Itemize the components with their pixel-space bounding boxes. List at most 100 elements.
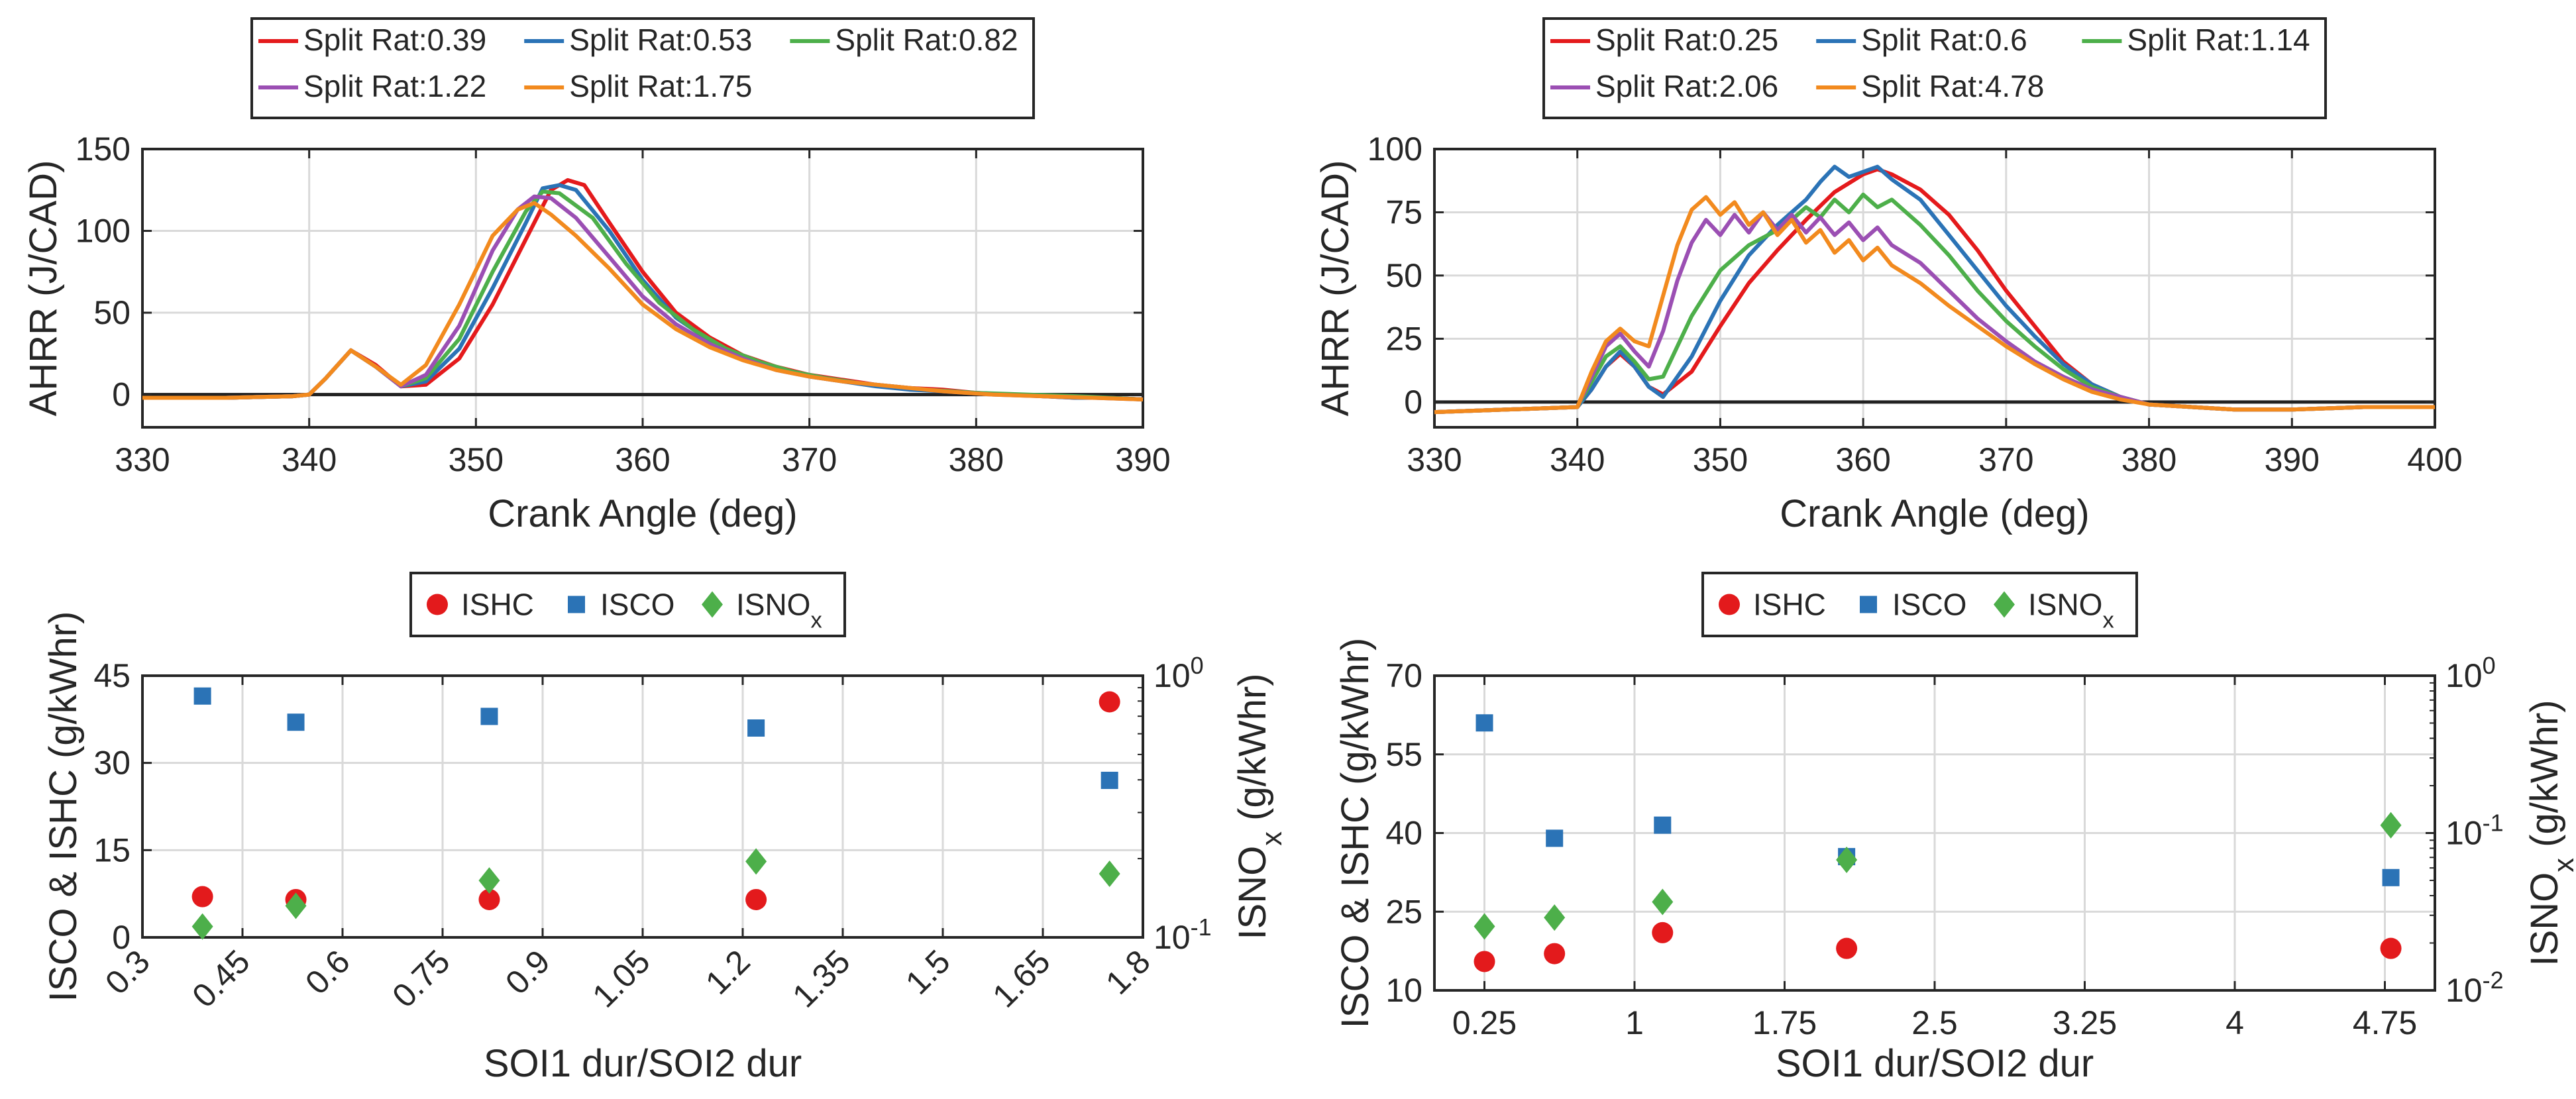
chart-b: 330 340 350 360 370 380 390 400 0 25 50 75 100 Crank … [1314, 17, 2463, 535]
ishc-point [1652, 921, 1674, 943]
isco-point [193, 687, 211, 705]
x-tick-label: 1.65 [985, 943, 1057, 1014]
x-tick-label: 380 [2121, 441, 2176, 478]
ishc-point [478, 888, 500, 910]
x-tick-label: 350 [449, 441, 504, 478]
legend-label: Split Rat:0.39 [303, 23, 486, 57]
isnox-point [1544, 904, 1566, 931]
legend-label: Split Rat:0.6 [1861, 23, 2027, 57]
y-right-tick-label: 10-2 [2445, 967, 2504, 1010]
legend-marker [568, 596, 585, 613]
series-line [1434, 195, 2435, 415]
isnox-point [745, 848, 767, 875]
y-tick-label: 10 [1385, 972, 1422, 1009]
legend: ISHC ISCO ISNOx [409, 572, 846, 637]
y-tick-label: 75 [1385, 193, 1422, 231]
x-tick-label: 360 [615, 441, 670, 478]
y-right-tick-label: 10-1 [1154, 914, 1212, 957]
ishc-point [1474, 951, 1495, 972]
y-right-tick-label: 100 [1154, 652, 1204, 695]
series-line [1434, 192, 2435, 415]
x-tick-label: 2.5 [1911, 1004, 1958, 1041]
y-tick-label: 0 [1404, 384, 1422, 421]
legend-marker [1994, 591, 2015, 618]
y-tick-label: 150 [76, 131, 131, 168]
legend-box [1542, 17, 2327, 119]
y-tick-label: 70 [1385, 657, 1422, 694]
ishc-point [1099, 691, 1120, 713]
x-tick-label: 350 [1693, 441, 1748, 478]
x-tick-label: 0.45 [185, 943, 256, 1014]
series-line [1434, 167, 2435, 415]
x-tick-label: 1.5 [898, 943, 957, 1002]
y-tick-label: 45 [93, 657, 131, 694]
x-tick-label: 1.35 [785, 943, 857, 1014]
legend-label: Split Rat:1.22 [303, 69, 486, 103]
x-tick-label: 1.8 [1099, 943, 1157, 1002]
isco-point [2382, 868, 2400, 886]
x-tick-label: 330 [1407, 441, 1462, 478]
isnox-point [2380, 811, 2402, 839]
x-axis-label: Crank Angle (deg) [1780, 492, 2089, 535]
legend-label: ISNOx [2028, 588, 2114, 633]
legend: Split Rat:0.25 Split Rat:0.6 Split Rat:1.1… [1542, 17, 2327, 119]
x-tick-label: 0.6 [298, 943, 357, 1002]
isnox-point [1474, 913, 1495, 940]
x-tick-label: 1.75 [1752, 1004, 1817, 1041]
isnox-point [191, 913, 213, 940]
y-right-tick-label: 10-1 [2445, 809, 2504, 852]
isco-point [747, 719, 765, 737]
legend-label: ISCO [1892, 588, 1966, 622]
series-line [142, 201, 1144, 401]
x-tick-label: 4 [2226, 1004, 2244, 1041]
legend: Split Rat:0.39 Split Rat:0.53 Split Rat:0.… [250, 17, 1035, 119]
y-tick-label: 50 [1385, 257, 1422, 294]
isco-point [1100, 772, 1118, 789]
isnox-point [285, 892, 307, 919]
legend-marker [427, 594, 448, 615]
y-right-axis-label: ISNOx (g/kWhr) [2523, 700, 2576, 967]
x-tick-label: 1 [1625, 1004, 1644, 1041]
y-tick-label: 15 [93, 831, 131, 868]
legend-box [250, 17, 1035, 119]
x-tick-label: 340 [1550, 441, 1605, 478]
legend-box [409, 572, 846, 637]
chart-a: 330 340 350 360 370 380 390 0 50 100 150 Crank Angl… [22, 17, 1171, 535]
isco-point [287, 713, 305, 731]
y-tick-label: 0 [112, 919, 131, 956]
ishc-point [191, 886, 213, 908]
x-tick-label: 370 [782, 441, 837, 478]
y-axis-label: AHRR (J/CAD) [1314, 160, 1357, 417]
y-tick-label: 0 [112, 376, 131, 413]
x-tick-label: 0.75 [385, 943, 456, 1014]
isnox-point [1099, 861, 1120, 887]
legend-label: ISNOx [736, 588, 822, 633]
y-axis-label: ISCO & ISHC (g/kWhr) [1334, 638, 1377, 1029]
isco-point [1654, 816, 1672, 834]
legend-label: Split Rat:1.14 [2127, 23, 2310, 57]
y-tick-label: 50 [93, 294, 131, 331]
legend-label: Split Rat:0.25 [1595, 23, 1778, 57]
x-tick-label: 360 [1835, 441, 1890, 478]
x-axis-label: Crank Angle (deg) [488, 492, 797, 535]
y-tick-label: 100 [1368, 131, 1422, 168]
legend-label: ISHC [1753, 588, 1826, 622]
x-tick-label: 1.05 [585, 943, 657, 1014]
y-tick-label: 30 [93, 745, 131, 782]
legend-label: Split Rat:0.82 [835, 23, 1018, 57]
isco-point [1546, 829, 1564, 847]
legend-label: Split Rat:0.53 [569, 23, 752, 57]
x-axis-label: SOI1 dur/SOI2 dur [484, 1042, 802, 1085]
x-tick-label: 4.75 [2353, 1004, 2417, 1041]
isco-point [1476, 714, 1493, 732]
x-tick-label: 0.9 [498, 943, 557, 1002]
y-tick-label: 100 [76, 213, 131, 250]
x-tick-label: 340 [282, 441, 337, 478]
x-tick-label: 400 [2407, 441, 2462, 478]
legend: ISHC ISCO ISNOx [1701, 572, 2138, 637]
legend-label: ISCO [600, 588, 674, 622]
legend-marker [1719, 594, 1740, 615]
legend-label: Split Rat:1.75 [569, 69, 752, 103]
x-tick-label: 3.25 [2053, 1004, 2117, 1041]
